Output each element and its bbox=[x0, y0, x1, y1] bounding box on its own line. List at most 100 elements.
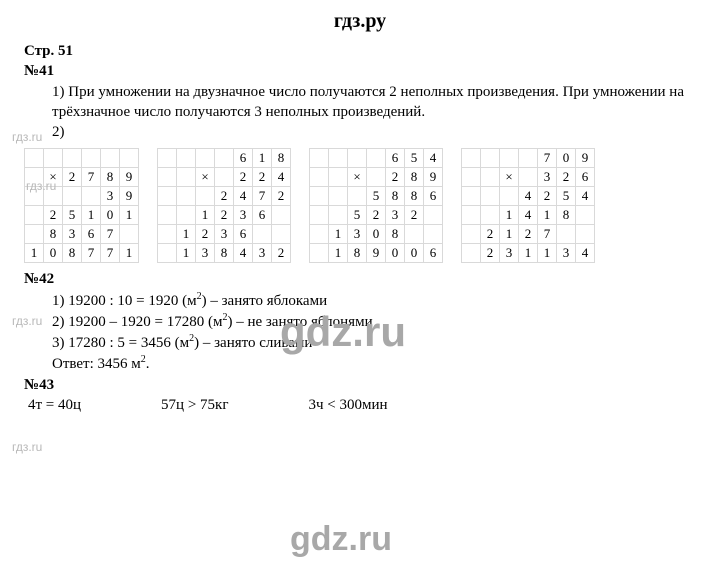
mult-cell: 7 bbox=[538, 149, 557, 168]
mult-cell: 4 bbox=[272, 168, 291, 187]
mult-cell bbox=[177, 206, 196, 225]
mult-cell: × bbox=[348, 168, 367, 187]
mult-cell bbox=[25, 149, 44, 168]
mult-cell: 3 bbox=[557, 244, 576, 263]
mult-block: ×278939251018367108771гдз.ru bbox=[24, 148, 139, 263]
mult-cell: 2 bbox=[196, 225, 215, 244]
mult-cell: 1 bbox=[500, 206, 519, 225]
mult-cell bbox=[158, 149, 177, 168]
mult-cell: 8 bbox=[405, 187, 424, 206]
mult-cell: 1 bbox=[196, 206, 215, 225]
mult-cell: 8 bbox=[557, 206, 576, 225]
mult-cell bbox=[424, 206, 443, 225]
mult-cell: 4 bbox=[576, 187, 595, 206]
mult-cell: 0 bbox=[405, 244, 424, 263]
mult-cell: 1 bbox=[120, 244, 139, 263]
mult-cell bbox=[158, 244, 177, 263]
mult-cell: 1 bbox=[538, 206, 557, 225]
mult-table: 618×224247212361236138432 bbox=[157, 148, 291, 263]
mult-cell: 2 bbox=[367, 206, 386, 225]
mult-cell bbox=[196, 187, 215, 206]
mult-cell bbox=[348, 187, 367, 206]
mult-cell bbox=[462, 244, 481, 263]
mult-cell bbox=[481, 206, 500, 225]
mult-cell bbox=[158, 168, 177, 187]
mult-table: ×278939251018367108771 bbox=[24, 148, 139, 263]
mult-cell bbox=[348, 149, 367, 168]
mult-cell: 0 bbox=[557, 149, 576, 168]
mult-table: 654×289588652321308189006 bbox=[309, 148, 443, 263]
mult-cell: 3 bbox=[215, 225, 234, 244]
mult-cell bbox=[310, 206, 329, 225]
mult-cell: 2 bbox=[272, 187, 291, 206]
mult-cell: 7 bbox=[101, 244, 120, 263]
mult-cell bbox=[576, 206, 595, 225]
mult-block: 618×224247212361236138432 bbox=[157, 148, 291, 263]
q42-line1: 1) 19200 : 10 = 1920 (м2) – занято яблок… bbox=[52, 290, 696, 311]
mult-cell: 1 bbox=[82, 206, 101, 225]
mult-cell: 1 bbox=[538, 244, 557, 263]
mult-cell: 1 bbox=[177, 225, 196, 244]
mult-cell: 2 bbox=[557, 168, 576, 187]
mult-cell bbox=[462, 206, 481, 225]
mult-cell bbox=[462, 187, 481, 206]
mult-cell bbox=[500, 149, 519, 168]
mult-cell bbox=[367, 149, 386, 168]
watermark-small: гдз.ru bbox=[12, 440, 42, 454]
q43-c3: 3ч < 300мин bbox=[308, 395, 387, 415]
mult-cell: 8 bbox=[272, 149, 291, 168]
mult-cell bbox=[310, 244, 329, 263]
mult-cell: 0 bbox=[44, 244, 63, 263]
mult-cell: 0 bbox=[101, 206, 120, 225]
mult-cell: 1 bbox=[519, 244, 538, 263]
mult-cell bbox=[177, 149, 196, 168]
mult-cell: 1 bbox=[25, 244, 44, 263]
mult-cell: 3 bbox=[386, 206, 405, 225]
mult-cell: 4 bbox=[424, 149, 443, 168]
mult-cell: 1 bbox=[500, 225, 519, 244]
mult-cell bbox=[25, 187, 44, 206]
mult-cell: 8 bbox=[215, 244, 234, 263]
mult-cell bbox=[557, 225, 576, 244]
q42-line2: 2) 19200 – 1920 = 17280 (м2) – не занято… bbox=[52, 311, 696, 332]
mult-cell bbox=[519, 168, 538, 187]
mult-cell: 8 bbox=[101, 168, 120, 187]
mult-cell: 6 bbox=[234, 225, 253, 244]
mult-cell: 7 bbox=[253, 187, 272, 206]
q41-text2: 2) bbox=[52, 122, 696, 142]
mult-cell: 7 bbox=[101, 225, 120, 244]
mult-cell: 1 bbox=[177, 244, 196, 263]
mult-cell bbox=[481, 187, 500, 206]
mult-cell: 9 bbox=[576, 149, 595, 168]
q42-line3: 3) 17280 : 5 = 3456 (м2) – занято сливам… bbox=[52, 332, 696, 353]
text: 2) 19200 – 1920 = 17280 (м bbox=[52, 314, 222, 330]
mult-cell: 3 bbox=[234, 206, 253, 225]
mult-cell bbox=[405, 225, 424, 244]
mult-cell: 0 bbox=[367, 225, 386, 244]
mult-cell: 3 bbox=[63, 225, 82, 244]
mult-block: 654×289588652321308189006 bbox=[309, 148, 443, 263]
mult-cell bbox=[177, 168, 196, 187]
mult-cell bbox=[120, 225, 139, 244]
mult-cell bbox=[253, 225, 272, 244]
mult-cell bbox=[329, 168, 348, 187]
mult-cell: 2 bbox=[519, 225, 538, 244]
mult-cell bbox=[329, 206, 348, 225]
mult-cell bbox=[462, 168, 481, 187]
mult-cell: 3 bbox=[196, 244, 215, 263]
mult-cell bbox=[310, 187, 329, 206]
mult-cell: 6 bbox=[424, 244, 443, 263]
mult-cell: 8 bbox=[348, 244, 367, 263]
mult-cell bbox=[177, 187, 196, 206]
mult-cell bbox=[215, 149, 234, 168]
mult-cell: 2 bbox=[44, 206, 63, 225]
mult-cell: 2 bbox=[386, 168, 405, 187]
mult-cell: 8 bbox=[405, 168, 424, 187]
page-label: Стр. 51 bbox=[24, 41, 696, 61]
mult-cell: 4 bbox=[234, 244, 253, 263]
mult-cell: 3 bbox=[538, 168, 557, 187]
mult-cell bbox=[63, 149, 82, 168]
mult-cell bbox=[272, 206, 291, 225]
mult-cell bbox=[310, 168, 329, 187]
mult-cell: 6 bbox=[576, 168, 595, 187]
